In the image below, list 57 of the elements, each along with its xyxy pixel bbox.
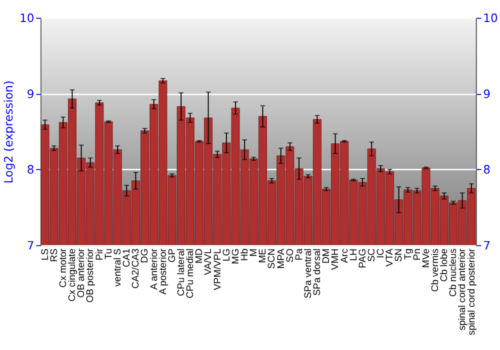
x-tick-label: DG [140,248,151,263]
x-tick-label: ME [258,248,269,263]
x-tick-label: Arc [339,248,350,263]
x-tick-label: SC [366,248,378,262]
x-tick-label: MVe [420,248,432,268]
x-tick-label: IC [376,248,387,258]
y-tick-label: 9 [26,86,34,101]
x-tick-label: spinal cord anterior [457,248,468,330]
x-tick-label: GP [166,248,178,262]
x-tick-label: Cb lobe [439,248,450,282]
x-tick-label: CPu lateral [176,248,187,296]
x-tick-label: spinal cord posterior [466,248,478,336]
x-tick-label: Pir [94,248,106,260]
x-tick-label: VPM/VPL [212,248,224,290]
x-tick-label: Tg [402,248,414,260]
x-tick-label: SCN [266,248,278,269]
x-tick-label: SN [394,248,405,262]
y-tick-label: 8 [26,162,34,177]
x-tick-label: Hb [239,248,250,261]
y2-tick-label: 10 [483,11,498,26]
y-tick-label: 7 [26,238,34,253]
x-tick-label: Cx cingulate [67,248,78,302]
y2-tick-label: 9 [483,86,490,101]
x-tick-label: A anterior [148,248,160,290]
x-tick-label: ventral S [112,248,124,287]
x-tick-label: SPa ventral [302,248,314,298]
x-tick-label: OB posterior [85,248,96,303]
x-tick-label: VTA [384,248,396,267]
x-tick-label: CPu medial [185,248,196,298]
x-tick-label: PAG [357,248,368,268]
x-tick-label: Cx motor [58,248,70,288]
x-tick-label: VMH [330,248,342,270]
x-tick-label: MG [230,248,242,264]
x-tick-label: RS [48,248,60,262]
x-tick-label: LH [348,248,360,261]
x-tick-label: SO [284,248,296,262]
y-tick-label: 10 [19,11,34,26]
y2-tick-label: 7 [483,238,490,253]
x-tick-label: CA1 [122,248,133,268]
x-tick-label: Pn [412,248,423,260]
x-tick-label: SPa dorsal [312,248,324,296]
x-tick-label: A posterior [158,248,169,295]
x-tick-label: MPA [276,248,287,269]
x-tick-label: Cb nucleus [448,248,460,297]
y-axis-title: Log2 (expression) [2,80,16,184]
x-tick-label: DM [321,248,332,264]
x-tick-label: CA2/CA3 [130,248,142,289]
x-tick-label: VA/VL [203,248,214,276]
x-tick-label: Cb vermis [430,248,441,292]
x-tick-label: M [248,248,260,257]
y2-tick-label: 8 [483,162,490,177]
x-tick-label: LG [221,248,232,262]
x-tick-label: LS [40,248,51,260]
x-tick-label: Pa [294,248,305,260]
x-tick-label: OB anterior [76,248,88,298]
x-tick-label: Tu [103,248,114,260]
x-tick-label: MD [194,248,206,264]
